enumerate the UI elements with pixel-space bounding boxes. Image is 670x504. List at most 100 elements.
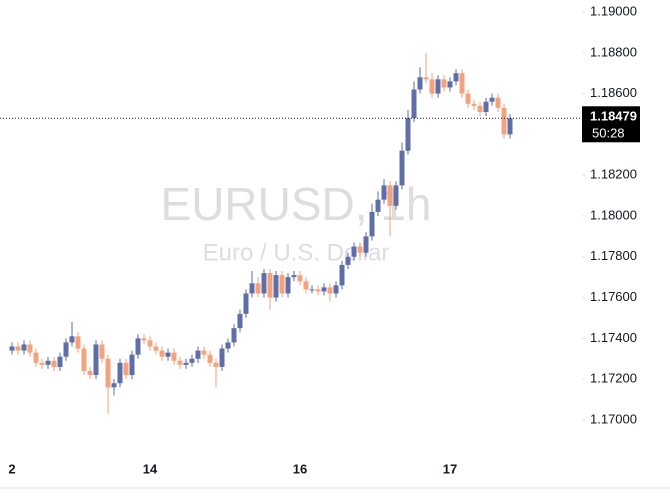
candle-body [255, 283, 261, 294]
candle-body [369, 211, 375, 237]
candle-body [333, 285, 339, 294]
candle-body [501, 107, 507, 135]
candle-body [111, 383, 117, 388]
candle-body [159, 350, 165, 357]
candle-body [297, 275, 303, 282]
candle-body [135, 338, 141, 355]
candle-body [105, 358, 111, 388]
last-price-label: 1.18479 [590, 109, 637, 124]
last-price-box [582, 106, 640, 143]
candle-body [465, 93, 471, 104]
candle-body [237, 313, 243, 329]
candle-body [33, 352, 39, 363]
candle-body [285, 277, 291, 294]
candle-body [483, 101, 489, 112]
y-tick-label: 1.18000 [590, 207, 637, 222]
x-tick-label: 17 [443, 461, 457, 476]
candle-body [339, 264, 345, 286]
candle-body [99, 344, 105, 359]
candle-body [423, 77, 429, 80]
y-tick-label: 1.19000 [590, 3, 637, 18]
candle-body [63, 342, 69, 357]
candle-body [507, 118, 513, 135]
candle-body [447, 81, 453, 88]
candle-body [387, 185, 393, 206]
candle-body [393, 185, 399, 206]
candle-body [9, 346, 15, 351]
candle-body [81, 348, 87, 371]
candle-body [87, 370, 93, 376]
candle-body [351, 246, 357, 257]
candle-body [459, 73, 465, 94]
candle-body [453, 73, 459, 82]
candle-body [495, 97, 501, 108]
candle-body [321, 287, 327, 292]
candle-body [327, 287, 333, 294]
candle-body [177, 360, 183, 365]
candle-body [249, 283, 255, 294]
candle-body [279, 275, 285, 294]
candle-body [477, 105, 483, 112]
candle-body [417, 77, 423, 90]
candle-body [93, 344, 99, 376]
y-tick-label: 1.17800 [590, 248, 637, 263]
candle-body [45, 360, 51, 365]
y-tick-label: 1.17200 [590, 371, 637, 386]
y-tick-label: 1.18600 [590, 85, 637, 100]
candle-body [471, 103, 477, 106]
candle-body [309, 289, 315, 291]
candle-body [141, 338, 147, 341]
x-tick-label: 2 [8, 461, 15, 476]
candle-body [405, 118, 411, 151]
countdown: 50:28 [592, 126, 625, 141]
candle-body [153, 346, 159, 351]
candle-body [21, 344, 27, 351]
candle-body [261, 273, 267, 294]
x-tick-label: 14 [143, 461, 158, 476]
candle-body [357, 246, 363, 253]
candle-body [435, 79, 441, 94]
candle-body [345, 256, 351, 265]
candle-body [441, 79, 447, 88]
candle-body [27, 344, 33, 353]
candle-body [189, 358, 195, 363]
candle-body [231, 328, 237, 343]
candle-body [429, 79, 435, 94]
candle-body [129, 354, 135, 376]
y-tick-label: 1.18800 [590, 44, 637, 59]
candle-body [411, 89, 417, 119]
candle-body [201, 350, 207, 355]
y-tick-label: 1.17000 [590, 411, 637, 426]
candle-body [195, 350, 201, 359]
candle-body [147, 340, 153, 347]
candle-body [315, 289, 321, 292]
candle-body [375, 199, 381, 212]
y-tick-label: 1.17400 [590, 330, 637, 345]
candle-body [183, 362, 189, 365]
candle-body [57, 356, 63, 367]
candle-body [123, 362, 129, 376]
candle-body [171, 352, 177, 361]
candle-body [219, 348, 225, 367]
candle-body [51, 360, 57, 367]
candle-body [291, 275, 297, 278]
candle-body [69, 336, 75, 343]
x-tick-label: 16 [293, 461, 307, 476]
y-tick-label: 1.17600 [590, 289, 637, 304]
candle-body [489, 97, 495, 102]
candle-body [207, 354, 213, 363]
candle-body [39, 362, 45, 365]
candle-body [363, 236, 369, 253]
candle-body [243, 293, 249, 314]
candle-body [15, 346, 21, 351]
candle-body [225, 342, 231, 349]
watermark-subtitle: Euro / U.S. Dollar [203, 239, 390, 266]
candle-body [399, 150, 405, 186]
candle-body [303, 281, 309, 290]
candle-body [267, 273, 273, 298]
candle-body [75, 336, 81, 349]
candle-body [381, 185, 387, 200]
candle-body [117, 362, 123, 384]
candle-body [273, 275, 279, 298]
